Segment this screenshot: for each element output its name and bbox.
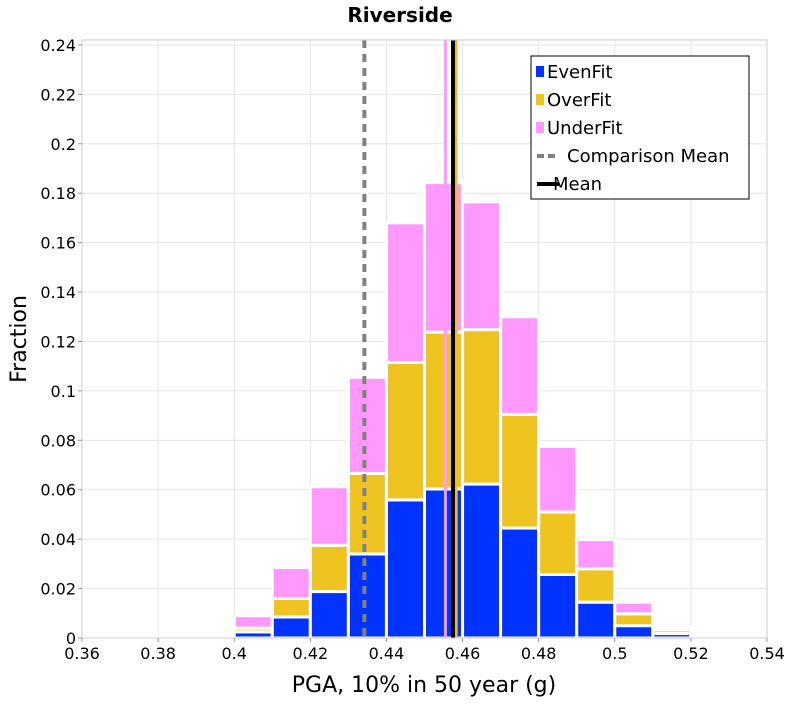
bar-evenfit	[463, 484, 501, 638]
bar-evenfit	[272, 617, 310, 638]
y-tick-label: 0.12	[40, 332, 76, 351]
y-tick-label: 0.14	[40, 283, 76, 302]
bar-evenfit	[539, 574, 577, 638]
x-axis-title: PGA, 10% in 50 year (g)	[292, 673, 556, 698]
y-tick-label: 0.22	[40, 85, 76, 104]
bar-underfit	[501, 317, 539, 415]
bar-evenfit	[501, 528, 539, 638]
bar-overfit	[272, 598, 310, 617]
x-tick-label: 0.42	[293, 644, 329, 663]
bar-underfit	[348, 377, 386, 473]
x-tick-label: 0.52	[673, 644, 709, 663]
bar-underfit	[653, 627, 691, 630]
bar-overfit	[501, 414, 539, 528]
y-tick-label: 0.04	[40, 530, 76, 549]
y-tick-label: 0.06	[40, 481, 76, 500]
y-tick-label: 0	[66, 629, 76, 648]
legend-swatch	[536, 94, 544, 105]
y-tick-label: 0.18	[40, 184, 76, 203]
bar-overfit	[463, 330, 501, 484]
bar-overfit	[310, 545, 348, 591]
bar-underfit	[539, 446, 577, 511]
bar-underfit	[196, 634, 234, 636]
bar-underfit	[272, 568, 310, 599]
bars-layer	[158, 183, 729, 638]
legend-label: Comparison Mean	[567, 146, 730, 167]
y-tick-label: 0.16	[40, 234, 76, 253]
bar-evenfit	[577, 602, 615, 638]
x-tick-label: 0.4	[221, 644, 246, 663]
chart-title: Riverside	[347, 3, 452, 27]
legend-label: Mean	[553, 174, 602, 195]
x-tick-label: 0.5	[602, 644, 627, 663]
bar-underfit	[463, 202, 501, 330]
bar-evenfit	[386, 500, 424, 638]
x-tick-label: 0.44	[369, 644, 405, 663]
bar-overfit	[386, 362, 424, 499]
y-tick-label: 0.08	[40, 431, 76, 450]
x-tick-label: 0.38	[140, 644, 176, 663]
bar-overfit	[539, 512, 577, 575]
x-tick-label: 0.54	[749, 644, 785, 663]
legend-swatch	[536, 66, 544, 77]
y-tick-label: 0.1	[51, 382, 76, 401]
legend-swatch	[536, 122, 544, 133]
x-tick-label: 0.48	[521, 644, 557, 663]
y-axis-ticks: 0 0.02 0.04 0.06 0.08 0.1 0.12 0.14 0.16 0.18 0.2 0…	[40, 36, 82, 648]
y-tick-label: 0.24	[40, 36, 76, 55]
x-tick-label: 0.46	[445, 644, 481, 663]
legend: EvenFit OverFit UnderFit Comparison Mean Mea…	[531, 56, 749, 199]
y-axis-title: Fraction	[7, 295, 32, 383]
y-tick-label: 0.02	[40, 580, 76, 599]
y-tick-label: 0.2	[51, 135, 76, 154]
bar-overfit	[577, 569, 615, 602]
legend-label: EvenFit	[547, 62, 613, 83]
bar-underfit	[615, 602, 653, 614]
legend-label: UnderFit	[547, 118, 623, 139]
bar-underfit	[234, 616, 272, 628]
bar-underfit	[577, 540, 615, 569]
bar-underfit	[386, 223, 424, 363]
bar-overfit	[615, 614, 653, 626]
bar-overfit	[348, 473, 386, 554]
bar-evenfit	[348, 554, 386, 638]
bar-evenfit	[310, 592, 348, 638]
bar-underfit	[310, 487, 348, 546]
bar-evenfit	[615, 626, 653, 638]
legend-label: OverFit	[547, 90, 611, 111]
